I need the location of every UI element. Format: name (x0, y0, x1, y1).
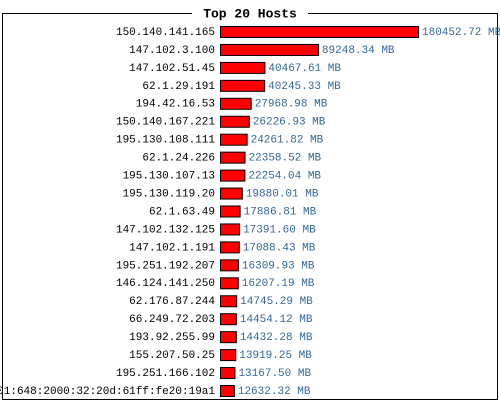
host-label: 147.102.132.125 (116, 224, 215, 236)
bar (220, 79, 266, 92)
value-label: 14432.28 MB (240, 332, 313, 344)
value-label: 14454.12 MB (240, 314, 313, 326)
value-label: 26226.93 MB (253, 117, 326, 129)
host-label: 2001:648:2000:32:20d:61ff:fe20:19a1 (0, 386, 215, 398)
title-background (192, 5, 308, 21)
bar (220, 349, 237, 362)
value-label: 17391.60 MB (243, 224, 316, 236)
value-label: 16309.93 MB (242, 260, 315, 272)
host-label: 195.251.192.207 (116, 260, 215, 272)
host-label: 195.130.108.111 (116, 135, 215, 147)
bar (220, 205, 241, 218)
host-label: 147.102.51.45 (129, 63, 215, 75)
value-label: 24261.82 MB (251, 135, 324, 147)
bar (220, 295, 238, 308)
value-label: 17886.81 MB (244, 206, 317, 218)
value-label: 16207.19 MB (242, 278, 315, 290)
bar (220, 151, 246, 164)
host-label: 146.124.141.250 (116, 278, 215, 290)
host-label: 195.251.166.102 (116, 368, 215, 380)
host-label: 155.207.50.25 (129, 350, 215, 362)
value-label: 89248.34 MB (322, 45, 395, 57)
host-label: 147.102.3.100 (129, 45, 215, 57)
bar (220, 259, 239, 272)
host-label: 150.140.141.165 (116, 27, 215, 39)
bar (220, 133, 248, 146)
bar (220, 331, 237, 344)
host-label: 195.130.119.20 (123, 188, 215, 200)
bar (220, 26, 419, 38)
host-label: 62.1.24.226 (142, 153, 215, 165)
value-label: 17088.43 MB (243, 242, 316, 254)
value-label: 12632.32 MB (238, 386, 311, 398)
host-label: 195.130.107.13 (123, 171, 215, 183)
chart-title: Top 20 Hosts (203, 6, 297, 21)
host-label: 62.1.29.191 (142, 81, 215, 93)
host-label: 150.140.167.221 (116, 117, 215, 129)
bar (220, 169, 246, 182)
host-label: 147.102.1.191 (129, 242, 215, 254)
value-label: 13167.50 MB (238, 368, 311, 380)
host-label: 62.176.87.244 (129, 296, 215, 308)
host-label: 193.92.255.99 (129, 332, 215, 344)
bar (220, 187, 243, 200)
host-label: 62.1.63.49 (149, 206, 215, 218)
bar (220, 43, 319, 56)
bar (220, 97, 252, 110)
value-label: 40245.33 MB (268, 81, 341, 93)
value-label: 22358.52 MB (249, 153, 322, 165)
value-label: 27968.98 MB (255, 99, 328, 111)
value-label: 14745.29 MB (240, 296, 313, 308)
value-label: 40467.61 MB (268, 63, 341, 75)
bar (220, 61, 266, 74)
bar (220, 277, 239, 290)
value-label: 22254.04 MB (248, 171, 321, 183)
bar (220, 385, 235, 397)
bar (220, 223, 241, 236)
value-label: 19880.01 MB (246, 188, 319, 200)
bar (220, 241, 240, 254)
bar (220, 313, 237, 326)
bar (220, 115, 250, 128)
value-label: 180452.72 MB (422, 27, 500, 39)
host-label: 66.249.72.203 (129, 314, 215, 326)
host-label: 194.42.16.53 (136, 99, 215, 111)
bar (220, 367, 236, 380)
value-label: 13919.25 MB (239, 350, 312, 362)
